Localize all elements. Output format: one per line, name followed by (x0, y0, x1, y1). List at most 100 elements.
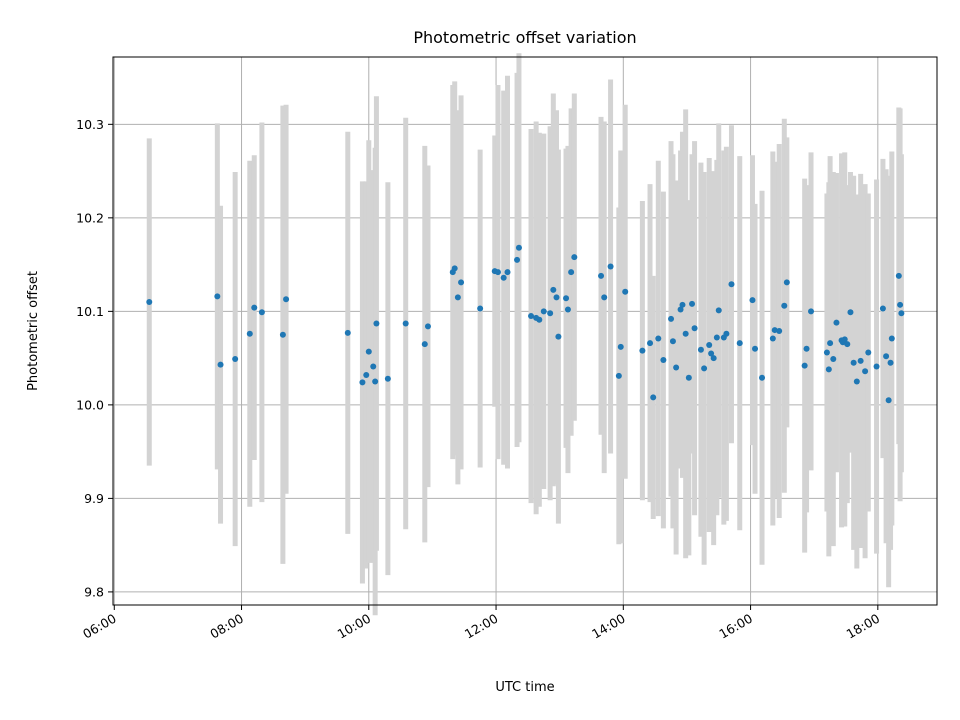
y-tick-label: 10.2 (76, 210, 104, 225)
y-axis-label: Photometric offset (26, 271, 41, 391)
data-point (677, 306, 684, 313)
data-point (853, 378, 860, 385)
data-point (885, 397, 892, 404)
data-point (749, 297, 756, 304)
data-point (706, 342, 713, 349)
data-point (477, 305, 484, 312)
data-point (571, 254, 578, 261)
data-point (344, 329, 351, 336)
data-point (883, 353, 890, 360)
data-point (759, 374, 766, 381)
data-point (232, 356, 239, 363)
data-point (528, 313, 535, 320)
data-point (258, 309, 265, 316)
data-point (841, 336, 848, 343)
data-point (685, 374, 692, 381)
data-point (783, 279, 790, 286)
data-point (514, 256, 521, 263)
data-point (895, 272, 902, 279)
y-tick-label: 10.1 (76, 304, 104, 319)
data-point (373, 320, 380, 327)
data-point (568, 269, 575, 276)
data-point (769, 335, 776, 342)
data-point (669, 338, 676, 345)
data-point (682, 330, 689, 337)
data-point (715, 307, 722, 314)
data-points (146, 244, 905, 404)
data-point (402, 320, 409, 327)
data-point (515, 244, 522, 251)
data-point (622, 288, 629, 295)
data-point (617, 343, 624, 350)
data-point (564, 306, 571, 313)
data-point (801, 362, 808, 369)
data-point (808, 308, 815, 315)
data-point (887, 359, 894, 366)
data-point (500, 274, 507, 281)
y-tick-label: 9.8 (84, 584, 104, 599)
data-point (833, 319, 840, 326)
data-point (673, 364, 680, 371)
data-point (421, 341, 428, 348)
data-point (697, 346, 704, 353)
data-point (679, 301, 686, 308)
data-point (615, 372, 622, 379)
data-point (888, 335, 895, 342)
data-point (723, 330, 730, 337)
data-point (451, 265, 458, 272)
data-point (359, 379, 366, 386)
data-point (701, 365, 708, 372)
data-point (847, 309, 854, 316)
data-point (504, 269, 511, 276)
data-point (384, 375, 391, 382)
data-point (555, 333, 562, 340)
y-tick-label: 10.3 (76, 117, 104, 132)
data-point (246, 330, 253, 337)
data-point (372, 378, 379, 385)
data-point (547, 310, 554, 317)
data-point (370, 363, 377, 370)
data-point (655, 335, 662, 342)
data-point (752, 345, 759, 352)
data-point (710, 355, 717, 362)
data-point (424, 323, 431, 330)
data-point (550, 286, 557, 293)
data-point (728, 281, 735, 288)
data-point (251, 304, 258, 311)
data-point (607, 263, 614, 270)
data-point (647, 340, 654, 347)
data-point (897, 301, 904, 308)
data-point (827, 340, 834, 347)
data-point (598, 272, 605, 279)
data-point (781, 302, 788, 309)
plot-frame (112, 56, 938, 606)
data-point (214, 293, 221, 300)
data-point (540, 308, 547, 315)
data-point (553, 294, 560, 301)
data-point (363, 371, 370, 378)
x-axis-label: UTC time (495, 680, 554, 695)
data-point (146, 299, 153, 306)
data-point (873, 363, 880, 370)
data-point (776, 328, 783, 334)
data-point (862, 368, 869, 375)
data-point (713, 334, 720, 341)
data-point (691, 325, 698, 332)
data-point (639, 347, 646, 354)
data-point (857, 357, 864, 364)
data-point (601, 294, 608, 301)
data-point (708, 350, 715, 357)
data-point (536, 316, 543, 323)
data-point (563, 295, 570, 302)
data-point (283, 296, 290, 303)
data-point (865, 349, 872, 356)
data-point (844, 341, 851, 348)
data-point (803, 345, 810, 352)
y-tick-label: 10.0 (76, 397, 104, 412)
data-point (830, 356, 837, 363)
data-point (879, 305, 886, 312)
data-point (217, 361, 224, 368)
data-point (736, 340, 743, 347)
data-point (823, 349, 830, 356)
